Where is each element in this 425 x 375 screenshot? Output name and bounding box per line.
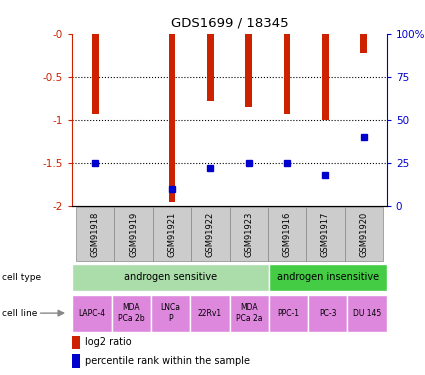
Text: LAPC-4: LAPC-4 xyxy=(78,309,105,318)
Bar xyxy=(269,264,387,291)
Text: percentile rank within the sample: percentile rank within the sample xyxy=(85,356,250,366)
Text: cell type: cell type xyxy=(2,273,41,282)
Bar xyxy=(322,34,329,120)
Text: GSM91917: GSM91917 xyxy=(321,211,330,257)
Text: GSM91923: GSM91923 xyxy=(244,211,253,257)
FancyBboxPatch shape xyxy=(114,207,153,261)
Bar xyxy=(72,336,80,349)
Text: androgen insensitive: androgen insensitive xyxy=(277,273,379,282)
Text: DU 145: DU 145 xyxy=(353,309,381,318)
FancyBboxPatch shape xyxy=(345,207,383,261)
Text: MDA
PCa 2b: MDA PCa 2b xyxy=(118,303,144,323)
Text: PPC-1: PPC-1 xyxy=(278,309,300,318)
FancyBboxPatch shape xyxy=(268,207,306,261)
Bar xyxy=(245,34,252,107)
Title: GDS1699 / 18345: GDS1699 / 18345 xyxy=(171,17,288,30)
Text: GSM91916: GSM91916 xyxy=(283,211,292,257)
Text: log2 ratio: log2 ratio xyxy=(85,338,131,347)
Text: GSM91922: GSM91922 xyxy=(206,212,215,257)
Bar xyxy=(207,34,214,101)
Text: MDA
PCa 2a: MDA PCa 2a xyxy=(236,303,262,323)
FancyBboxPatch shape xyxy=(76,207,114,261)
Bar xyxy=(308,295,347,332)
Text: GSM91918: GSM91918 xyxy=(91,211,100,257)
Bar xyxy=(283,34,290,114)
Bar xyxy=(347,295,387,332)
Bar xyxy=(169,34,176,202)
Text: GSM91920: GSM91920 xyxy=(359,212,368,257)
Bar xyxy=(230,295,269,332)
Bar xyxy=(269,295,308,332)
Bar xyxy=(72,354,80,368)
Text: 22Rv1: 22Rv1 xyxy=(198,309,222,318)
Text: GSM91919: GSM91919 xyxy=(129,212,138,257)
Bar xyxy=(72,264,269,291)
Bar xyxy=(360,34,367,53)
Text: PC-3: PC-3 xyxy=(319,309,337,318)
FancyBboxPatch shape xyxy=(153,207,191,261)
Bar xyxy=(92,34,99,114)
Text: cell line: cell line xyxy=(2,309,37,318)
Bar xyxy=(72,295,111,332)
FancyBboxPatch shape xyxy=(191,207,230,261)
FancyBboxPatch shape xyxy=(306,207,345,261)
Text: GSM91921: GSM91921 xyxy=(167,212,176,257)
FancyBboxPatch shape xyxy=(230,207,268,261)
Bar xyxy=(111,295,151,332)
Bar xyxy=(190,295,230,332)
Text: androgen sensitive: androgen sensitive xyxy=(124,273,217,282)
Bar xyxy=(151,295,190,332)
Text: LNCa
P: LNCa P xyxy=(161,303,181,323)
